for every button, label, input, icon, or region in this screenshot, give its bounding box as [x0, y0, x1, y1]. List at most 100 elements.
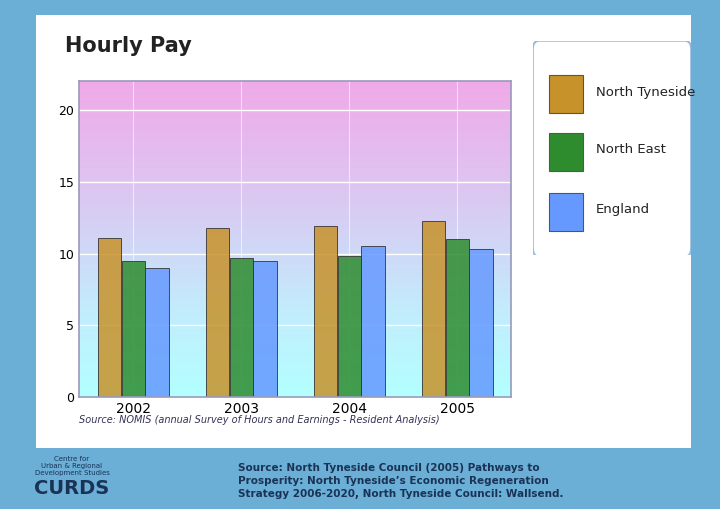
Bar	[79, 162, 511, 163]
Bar	[79, 266, 511, 268]
Bar	[79, 186, 511, 187]
Bar	[79, 261, 511, 263]
Bar	[79, 110, 511, 111]
Bar	[79, 386, 511, 387]
Bar	[79, 132, 511, 133]
Bar	[79, 217, 511, 219]
Bar	[79, 350, 511, 351]
Bar	[79, 99, 511, 100]
Bar	[79, 192, 511, 193]
Bar	[361, 246, 384, 397]
Bar	[79, 377, 511, 378]
Bar	[79, 127, 511, 129]
Bar	[79, 212, 511, 214]
Bar	[79, 103, 511, 105]
Bar	[79, 318, 511, 320]
Bar	[549, 133, 583, 171]
Bar	[79, 291, 511, 293]
Bar	[79, 175, 511, 176]
Text: Strategy 2006-2020, North Tyneside Council: Wallsend.: Strategy 2006-2020, North Tyneside Counc…	[238, 489, 563, 499]
Bar	[549, 75, 583, 114]
Bar	[79, 305, 511, 307]
Bar	[79, 288, 511, 290]
Bar	[79, 252, 511, 253]
Bar	[79, 137, 511, 138]
Bar	[79, 202, 511, 203]
Bar	[79, 279, 511, 280]
Bar	[79, 284, 511, 285]
Bar	[79, 208, 511, 209]
Bar	[79, 182, 511, 184]
Bar	[79, 151, 511, 153]
Bar	[79, 307, 511, 308]
Bar	[79, 118, 511, 119]
Bar	[79, 135, 511, 137]
Bar	[79, 211, 511, 212]
Bar	[79, 335, 511, 337]
Bar	[79, 387, 511, 389]
Bar	[79, 93, 511, 94]
Bar	[79, 268, 511, 269]
Bar	[79, 154, 511, 156]
Bar	[79, 220, 511, 222]
Bar	[79, 159, 511, 160]
Bar	[79, 142, 511, 143]
Bar	[79, 209, 511, 211]
Bar	[79, 91, 511, 93]
Bar	[79, 81, 511, 83]
Bar	[79, 178, 511, 179]
Bar	[79, 127, 511, 129]
Bar	[79, 357, 511, 359]
Bar	[79, 184, 511, 186]
Bar	[79, 271, 511, 272]
Bar	[79, 299, 511, 301]
Bar	[79, 253, 511, 255]
Bar	[79, 298, 511, 299]
Bar	[79, 354, 511, 356]
Bar	[79, 193, 511, 195]
Bar	[79, 238, 511, 239]
Bar	[79, 367, 511, 369]
Bar	[79, 225, 511, 227]
Bar	[79, 344, 511, 345]
Text: Source: North Tyneside Council (2005) Pathways to: Source: North Tyneside Council (2005) Pa…	[238, 463, 539, 473]
Bar	[79, 342, 511, 344]
Text: North Tyneside: North Tyneside	[596, 86, 696, 99]
Bar	[79, 279, 511, 280]
Bar	[79, 255, 511, 257]
Bar	[79, 277, 511, 279]
Bar	[79, 365, 511, 367]
Bar	[79, 284, 511, 285]
Bar	[79, 111, 511, 113]
Bar	[79, 138, 511, 140]
Bar	[79, 83, 511, 84]
Bar	[79, 290, 511, 291]
Bar	[79, 181, 511, 182]
Bar	[79, 165, 511, 166]
Bar	[79, 190, 511, 192]
Bar	[446, 239, 469, 397]
Bar	[79, 334, 511, 335]
Bar	[79, 163, 511, 165]
Bar	[79, 249, 511, 250]
Bar	[79, 100, 511, 102]
Bar	[79, 173, 511, 175]
Bar	[79, 182, 511, 184]
Bar	[79, 163, 511, 165]
Bar	[79, 130, 511, 132]
Bar	[79, 133, 511, 135]
Bar	[79, 149, 511, 151]
Bar	[79, 238, 511, 239]
Bar	[79, 189, 511, 190]
Bar	[79, 103, 511, 105]
Bar	[79, 176, 511, 178]
Bar	[79, 145, 511, 146]
Bar	[79, 202, 511, 203]
Bar	[79, 189, 511, 190]
Bar	[79, 280, 511, 282]
Bar	[79, 84, 511, 86]
Bar	[79, 247, 511, 249]
Bar	[79, 146, 511, 148]
Bar	[79, 337, 511, 338]
Bar	[314, 227, 337, 397]
